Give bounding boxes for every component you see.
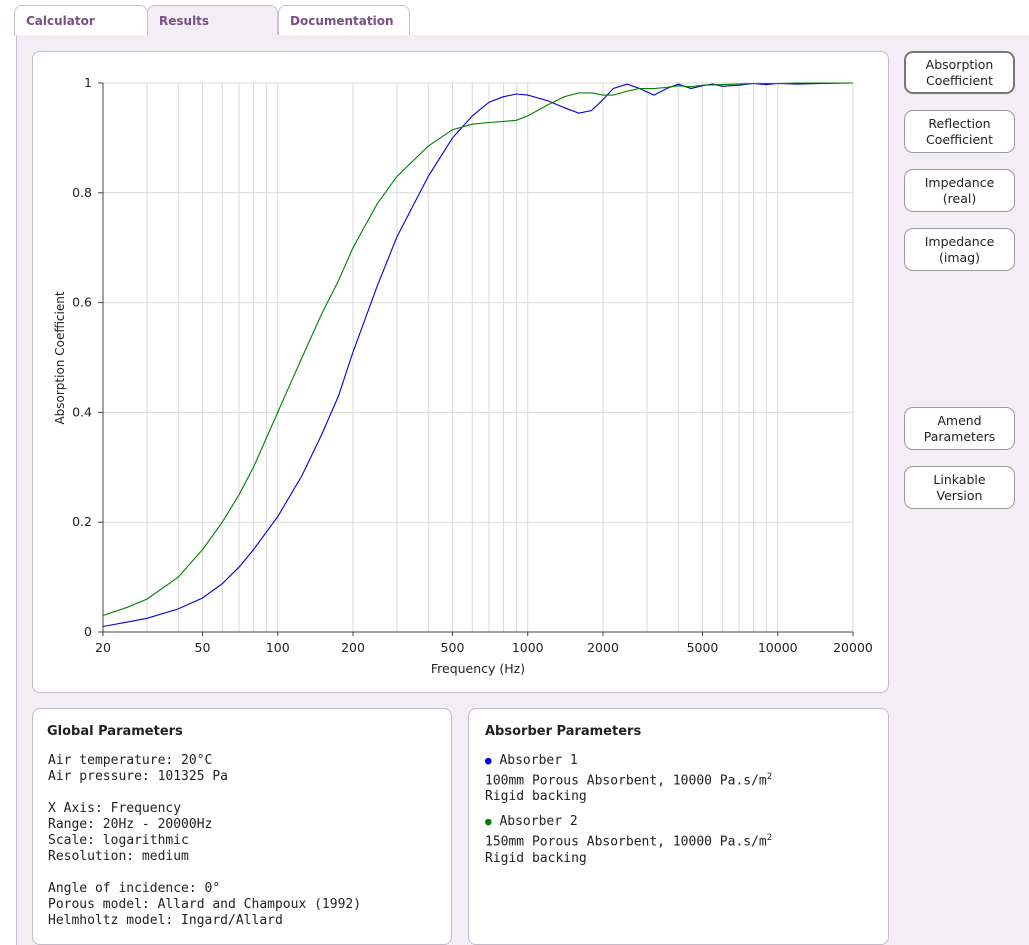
absorber-item: ● Absorber 1 100mm Porous Absorbent, 100… bbox=[485, 753, 772, 805]
absorber-1-unit-exponent: 2 bbox=[766, 772, 773, 782]
x-tick-label: 50 bbox=[195, 640, 211, 655]
series-line-absorber-2 bbox=[102, 82, 853, 617]
porous-model-setting: Porous model: Allard and Champoux (1992) bbox=[48, 897, 362, 912]
x-tick-label: 200 bbox=[341, 640, 365, 655]
helmholtz-model-setting: Helmholtz model: Ingard/Allard bbox=[48, 913, 283, 928]
air-pressure: Air pressure: 101325 Pa bbox=[48, 769, 229, 784]
x-tick-label: 500 bbox=[441, 640, 465, 655]
x-tick-label: 1000 bbox=[512, 640, 544, 655]
global-parameters-panel: Global Parameters Air temperature: 20°C … bbox=[32, 708, 452, 945]
x-tick-label: 5000 bbox=[687, 640, 719, 655]
absorber-1-dot-icon: ● bbox=[485, 754, 492, 767]
x-axis-label: Frequency (Hz) bbox=[431, 661, 525, 676]
tab-bar: Calculator Results Documentation bbox=[0, 0, 1029, 37]
air-temperature: Air temperature: 20°C bbox=[48, 753, 213, 768]
y-tick-label: 1 bbox=[84, 75, 92, 90]
x-tick-label: 2000 bbox=[587, 640, 619, 655]
y-tick-label: 0.4 bbox=[72, 404, 92, 419]
absorption-coefficient-button[interactable]: Absorption Coefficient bbox=[904, 51, 1015, 94]
global-parameters-title: Global Parameters bbox=[47, 724, 183, 739]
x-tick-label: 20 bbox=[95, 640, 111, 655]
y-tick-label: 0.2 bbox=[72, 514, 92, 529]
absorber-parameters-panel: Absorber Parameters ● Absorber 1 100mm P… bbox=[468, 708, 889, 945]
resolution-setting: Resolution: medium bbox=[48, 849, 189, 864]
absorber-1-backing: Rigid backing bbox=[485, 789, 587, 805]
y-tick-label: 0.8 bbox=[72, 185, 92, 200]
tab-calculator[interactable]: Calculator bbox=[14, 5, 148, 36]
y-tick-label: 0 bbox=[84, 624, 92, 639]
impedance-real-button[interactable]: Impedance (real) bbox=[904, 169, 1015, 212]
series-line-absorber-1 bbox=[102, 82, 854, 628]
absorber-1-name: Absorber 1 bbox=[499, 753, 578, 768]
reflection-coefficient-button[interactable]: Reflection Coefficient bbox=[904, 110, 1015, 153]
absorber-2-name: Absorber 2 bbox=[499, 814, 578, 830]
y-tick-label: 0.6 bbox=[72, 295, 92, 310]
angle-setting: Angle of incidence: 0° bbox=[48, 881, 221, 896]
global-parameters-list: Air temperature: 20°C Air pressure: 1013… bbox=[48, 753, 361, 929]
range-setting: Range: 20Hz - 20000Hz bbox=[48, 817, 213, 832]
x-tick-label: 10000 bbox=[758, 640, 798, 655]
tab-results[interactable]: Results bbox=[147, 5, 278, 37]
scale-setting: Scale: logarithmic bbox=[48, 833, 189, 848]
linkable-version-button[interactable]: Linkable Version bbox=[904, 466, 1015, 509]
x-tick-label: 100 bbox=[266, 640, 290, 655]
absorber-2-dot-icon: ● bbox=[485, 815, 492, 829]
absorber-2-backing: Rigid backing bbox=[485, 850, 587, 866]
absorber-parameters-title: Absorber Parameters bbox=[485, 724, 642, 739]
absorber-2-unit-exponent: 2 bbox=[766, 833, 773, 844]
impedance-imag-button[interactable]: Impedance (imag) bbox=[904, 228, 1015, 271]
absorber-1-description: 100mm Porous Absorbent, 10000 Pa.s/m bbox=[485, 773, 767, 789]
amend-parameters-button[interactable]: Amend Parameters bbox=[904, 407, 1015, 450]
absorption-chart: 20 50 100 200 500 1000 2000 5000 10000 20000 0 0.2… bbox=[53, 75, 873, 676]
x-axis-setting: X Axis: Frequency bbox=[48, 801, 182, 816]
chart-panel: 20 50 100 200 500 1000 2000 5000 10000 20000 0 0.2… bbox=[32, 51, 889, 693]
absorber-list: ● Absorber 1 100mm Porous Absorbent, 100… bbox=[485, 753, 772, 867]
y-axis-label: Absorption Coefficient bbox=[53, 291, 67, 424]
x-tick-label: 20000 bbox=[833, 640, 873, 655]
absorber-item: ● Absorber 2 150mm Porous Absorbent, 100… bbox=[485, 814, 772, 866]
absorber-2-description: 150mm Porous Absorbent, 10000 Pa.s/m bbox=[485, 834, 767, 850]
tab-documentation[interactable]: Documentation bbox=[278, 5, 410, 36]
